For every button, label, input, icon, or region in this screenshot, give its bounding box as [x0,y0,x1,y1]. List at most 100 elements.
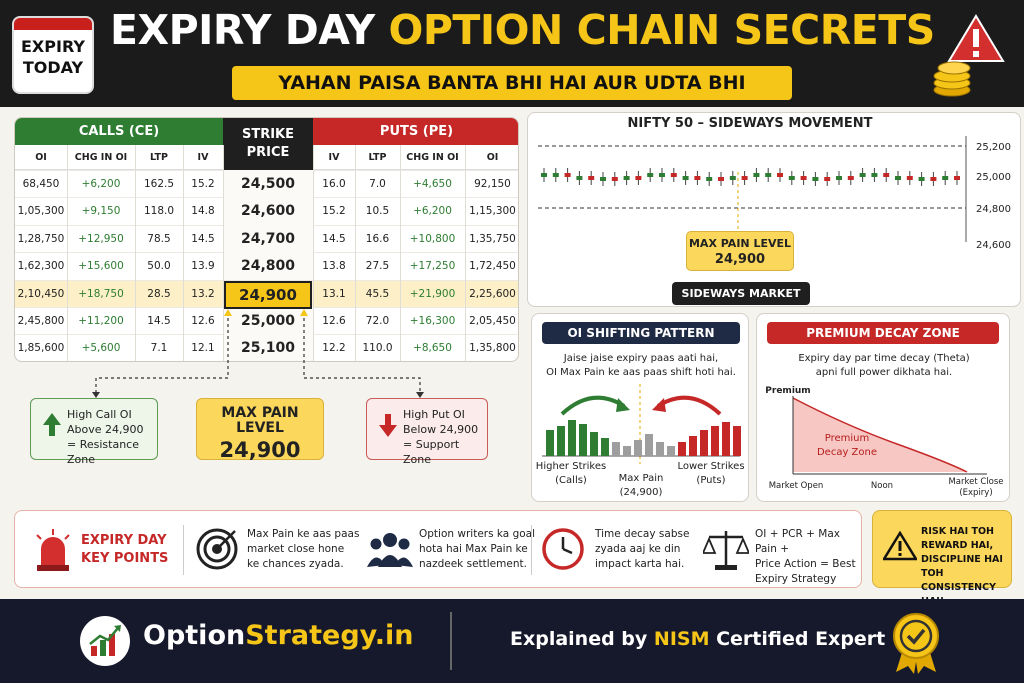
call-box-line3: = Resistance Zone [67,438,139,466]
oi-bar [656,442,664,456]
call-cell: 2,45,800 [17,315,65,327]
put-box-line1: High Put OI [403,408,465,421]
strike-header-line2: PRICE [246,145,290,160]
put-cell: 12.6 [322,315,346,327]
key-points-title2: KEY POINTS [81,551,169,566]
call-shift-arrow [560,395,626,416]
puts-header: PUTS (PE) [313,118,518,145]
chart-max-pain-line1: MAX PAIN LEVEL [688,237,792,250]
call-box-line2: Above 24,900 [67,423,144,436]
strike-cell: 24,500 [223,170,313,198]
put-cell: +17,250 [409,260,456,273]
candle [611,177,618,181]
warning-icon [947,14,1005,62]
candle [552,173,559,177]
column-divider [67,145,68,361]
brand-part-b: Strategy.in [245,620,414,651]
put-shift-arrow [656,395,722,416]
oi-bar [612,442,620,456]
put-cell: 16.6 [365,232,390,245]
kp3-line1: Time decay sabse [595,528,690,540]
high-call-oi-box: High Call OI Above 24,900 = Resistance Z… [30,398,158,466]
column-divider [135,145,136,361]
decay-x1: Market Open [768,481,824,491]
put-box-line3: = Support Zone [403,438,460,466]
candle [647,173,654,177]
oi-left-label2: (Calls) [555,475,587,486]
kp1-line1: Max Pain ke aas paas [247,528,360,540]
calendar-line1: EXPIRY [21,37,85,56]
candle [682,176,689,180]
put-cell: 92,150 [474,178,511,190]
call-cell: +9,150 [81,205,121,218]
candle [588,176,595,180]
candle [859,173,866,177]
oi-bar [568,420,576,456]
connector-lines [92,309,424,398]
oi-bar [689,436,697,456]
put-cell: 27.5 [365,260,390,273]
max-pain-box: MAX PAIN LEVEL 24,900 [196,398,324,462]
tick-24800: 24,800 [976,204,1011,215]
scale-icon [703,531,749,570]
calendar-icon: EXPIRY TODAY [14,18,92,92]
call-col-header: LTP [135,145,183,170]
max-pain-label: MAX PAIN LEVEL [221,405,299,436]
put-cell: +16,300 [409,315,456,327]
expl-part-a: Explained by [510,628,654,650]
call-col-header: OI [15,145,67,170]
kp2-line2: hota hai Max Pain ke [419,543,528,555]
put-col-header: CHG IN OI [400,145,465,170]
candle [918,177,925,181]
candle [564,173,571,177]
chart-max-pain-label: MAX PAIN LEVEL 24,900 [686,231,794,271]
column-divider [465,145,466,361]
put-cell: +6,200 [413,205,452,218]
candle [741,176,748,180]
expl-part-b: NISM [653,628,710,650]
oi-bar [579,424,587,456]
kp4-line3: Expiry Strategy [755,573,837,585]
growth-chart-icon [89,625,121,656]
group-icon [367,533,413,567]
strike-header-line1: STRIKE [241,127,295,142]
candle [824,177,831,181]
expl-part-c: Certified Expert [709,628,886,650]
kp2-line1: Option writers ka goal [419,528,536,540]
strike-cell: 25,100 [223,334,313,361]
put-cell: 10.5 [365,205,390,218]
candle [765,173,772,177]
candle [942,176,949,180]
arrow-up-icon [43,413,61,436]
call-cell: +18,750 [78,287,124,300]
key-point-4: OI + PCR + Max Pain + Price Action = Bes… [755,527,861,587]
call-cell: 14.8 [191,205,215,218]
put-col-header: OI [465,145,518,170]
candle [847,176,854,180]
warning-icon [883,531,917,561]
candle [800,176,807,180]
key-points-title1: EXPIRY DAY [81,533,167,548]
high-put-oi-box: High Put OI Below 24,900 = Support Zone [366,398,488,466]
key-point-2: Option writers ka goal hota hai Max Pain… [419,527,535,572]
put-cell: 1,35,800 [469,342,516,355]
max-pain-value: 24,900 [219,438,301,462]
put-cell: 45.5 [365,287,390,300]
decay-x2: Noon [870,481,894,491]
put-cell: 7.0 [369,178,386,190]
brand-logo [80,616,130,666]
oi-mid-label2: (24,900) [619,487,663,498]
calendar-line2: TODAY [22,58,84,77]
call-cell: 1,62,300 [17,260,65,273]
candle [954,176,960,180]
candle [670,173,677,177]
put-cell: 13.8 [322,260,346,273]
decay-area [793,398,967,472]
kp2-line3: nazdeek settlement. [419,558,527,570]
strike-cell: 25,000 [223,307,313,335]
risk-reward-box: RISK HAI TOH REWARD HAI, DISCIPLINE HAI … [872,510,1012,607]
candle [659,173,665,177]
decay-zone-label2: Decay Zone [816,447,878,458]
strike-cell: 24,600 [223,197,313,226]
brand-part-a: Option [143,620,246,651]
